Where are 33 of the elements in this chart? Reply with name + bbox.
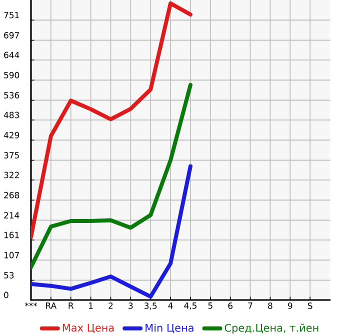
- y-tick-label: 375: [4, 152, 19, 158]
- y-tick-label: 590: [4, 72, 20, 78]
- x-tick-label: RA: [46, 302, 57, 309]
- x-tick-label: 8: [268, 302, 272, 309]
- x-tick-label: 7: [248, 302, 252, 309]
- x-tick-label: 1: [89, 302, 93, 309]
- x-tick-label: 2: [108, 302, 113, 309]
- y-tick-label: 322: [4, 172, 19, 178]
- y-tick-label: 483: [4, 112, 19, 118]
- y-tick-label: 644: [4, 52, 20, 58]
- x-tick-label: 3,5: [144, 302, 157, 310]
- x-tick-label: 4,5: [184, 302, 196, 310]
- y-tick-label: 0: [4, 292, 8, 298]
- y-tick-label: 429: [4, 132, 20, 138]
- x-tick-label: S: [308, 302, 312, 309]
- y-tick-label: 751: [4, 12, 19, 18]
- y-tick-label: 53: [4, 272, 14, 278]
- y-tick-label: 268: [4, 192, 20, 198]
- y-tick-label: 161: [4, 232, 19, 238]
- x-tick-label: 3: [128, 302, 133, 309]
- legend-label: Min Цена: [146, 324, 194, 334]
- y-tick-label: 536: [4, 92, 20, 98]
- x-tick-label: 6: [228, 302, 232, 309]
- y-tick-label: 107: [4, 252, 19, 258]
- x-tick-label: 5: [208, 302, 212, 309]
- x-tick-label: 9: [288, 302, 292, 309]
- x-tick-label: 4: [168, 302, 173, 309]
- legend-label: Сред.Цена, т.йен: [224, 324, 318, 334]
- y-tick-label: 214: [4, 212, 20, 218]
- x-tick-label: R: [68, 302, 74, 309]
- x-tick-label: ***: [24, 302, 38, 306]
- legend-label: Max Цена: [62, 324, 114, 334]
- y-tick-label: 697: [4, 32, 19, 38]
